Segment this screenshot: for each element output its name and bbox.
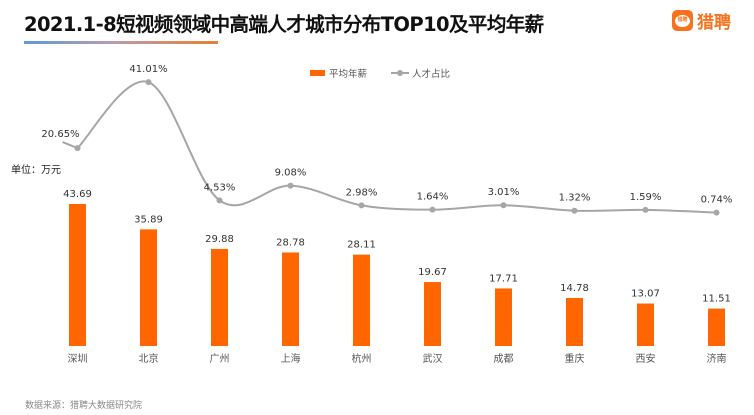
bar-value-label: 19.67 <box>418 267 447 278</box>
share-line <box>62 80 717 214</box>
bar-value-label: 43.69 <box>63 189 92 200</box>
category-label: 深圳 <box>68 353 88 365</box>
line-value-label: 0.74% <box>701 195 733 206</box>
line-point <box>642 206 649 213</box>
bar-value-label: 11.51 <box>702 294 731 305</box>
bar <box>69 204 86 346</box>
category-label: 北京 <box>139 352 159 365</box>
bar-value-label: 14.78 <box>560 283 589 294</box>
chart-legend: 平均年薪 人才占比 <box>310 66 450 80</box>
line-point <box>500 202 507 209</box>
legend-label-salary: 平均年薪 <box>329 69 368 80</box>
line-point <box>713 209 720 216</box>
bar-value-label: 28.11 <box>347 240 376 251</box>
line-value-label: 9.08% <box>275 168 307 179</box>
line-point <box>216 197 223 204</box>
bar-series: 43.69 35.89 29.88 28.78 28.11 19.67 17.71 14.78… <box>63 189 731 346</box>
category-label: 成都 <box>494 353 514 365</box>
bar <box>708 308 725 346</box>
legend-bar-swatch <box>310 70 325 76</box>
bar-value-label: 35.89 <box>134 214 163 225</box>
data-source: 数据来源：猎聘大数据研究院 <box>25 401 143 411</box>
category-label: 广州 <box>210 353 230 365</box>
legend-line-swatch <box>391 70 410 76</box>
bar <box>566 297 583 346</box>
chart-title: 2021.1-8短视频领域中高端人才城市分布TOP10及平均年薪 <box>24 13 544 36</box>
logo-bubble: 猎聘 <box>675 14 690 27</box>
line-point <box>145 79 152 86</box>
bar <box>495 288 512 346</box>
bar <box>282 252 299 346</box>
category-label: 重庆 <box>565 352 585 365</box>
line-point <box>287 182 294 189</box>
line-value-label: 1.59% <box>630 192 662 203</box>
line-point <box>571 207 578 214</box>
logo-text: 猎聘 <box>697 13 731 33</box>
category-label: 杭州 <box>352 352 372 365</box>
bar-value-label: 28.78 <box>276 237 305 248</box>
bar-value-label: 29.88 <box>205 234 234 245</box>
category-label: 上海 <box>281 352 301 365</box>
category-label: 西安 <box>636 352 656 365</box>
category-label: 济南 <box>707 352 727 365</box>
category-label: 武汉 <box>423 352 443 365</box>
bar <box>424 282 441 346</box>
unit-label: 单位：万元 <box>11 165 61 176</box>
bar-value-label: 13.07 <box>631 289 660 300</box>
line-point <box>74 145 81 152</box>
line-value-label: 2.98% <box>346 187 378 198</box>
title-underline <box>24 41 218 44</box>
liepin-logo: 猎聘 猎聘 <box>672 8 731 33</box>
bar <box>211 248 228 346</box>
line-point <box>358 202 365 209</box>
line-value-label: 41.01% <box>129 64 167 75</box>
line-value-label: 4.53% <box>204 182 236 193</box>
line-value-label: 1.64% <box>417 192 449 203</box>
line-value-label: 3.01% <box>488 187 520 198</box>
line-value-label: 1.32% <box>559 193 591 204</box>
bar-value-label: 17.71 <box>489 273 518 284</box>
line-series: 20.65% 41.01% 4.53% 9.08% 2.98% 1.64% 3.01% 1.3… <box>41 64 733 216</box>
bar <box>637 303 654 346</box>
line-point <box>429 206 436 213</box>
x-axis-labels: 深圳 北京 广州 上海 杭州 武汉 成都 重庆 西安 济南 <box>68 352 727 365</box>
legend-label-share: 人才占比 <box>412 69 451 80</box>
bar <box>140 229 157 346</box>
logo-badge-icon: 猎聘 <box>672 10 693 31</box>
bar <box>353 254 370 346</box>
line-value-label: 20.65% <box>41 129 79 140</box>
